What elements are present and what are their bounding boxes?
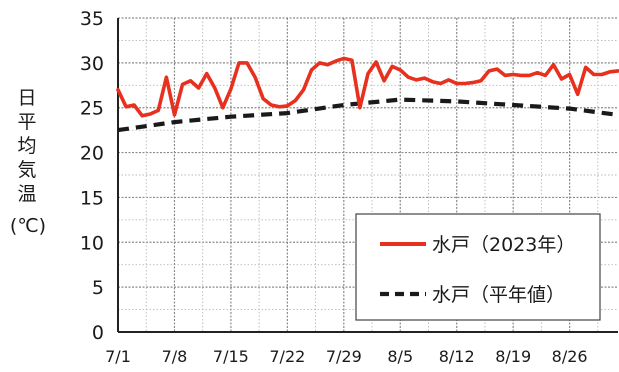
legend-label: 水戸（平年値） — [432, 284, 565, 306]
y-tick-label: 25 — [80, 98, 104, 120]
y-tick-label: 10 — [80, 232, 104, 254]
x-tick-label: 8/5 — [387, 347, 413, 366]
series-lines — [116, 56, 619, 133]
x-tick-label: 7/8 — [162, 347, 188, 366]
series-line-2023 — [116, 56, 619, 118]
y-tick-label: 20 — [80, 143, 104, 165]
y-axis-label: 日平均気温(℃) — [10, 87, 46, 237]
x-tick-label: 7/29 — [326, 347, 362, 366]
y-axis-label-text: 日平均気温(℃) — [10, 87, 46, 237]
x-tick-label: 7/22 — [269, 347, 305, 366]
x-axis-ticks: 7/1 7/8 7/15 7/22 7/29 8/5 8/12 8/19 8/26 — [105, 347, 587, 366]
legend-label: 水戸（2023年） — [432, 234, 575, 256]
y-tick-label: 35 — [80, 8, 104, 30]
y-tick-label: 5 — [92, 277, 104, 299]
y-tick-label: 30 — [80, 53, 104, 75]
x-tick-label: 8/19 — [495, 347, 531, 366]
x-tick-label: 8/26 — [552, 347, 588, 366]
x-tick-label: 7/15 — [213, 347, 249, 366]
series-line-normal — [117, 97, 619, 133]
x-tick-label: 8/12 — [439, 347, 475, 366]
legend: 水戸（2023年） 水戸（平年値） — [355, 213, 601, 321]
y-tick-label: 15 — [80, 187, 104, 209]
y-tick-label: 0 — [92, 322, 104, 344]
x-tick-label: 7/1 — [105, 347, 131, 366]
y-axis-ticks: 0 5 10 15 20 25 30 35 — [80, 8, 104, 344]
legend-box — [355, 213, 601, 321]
